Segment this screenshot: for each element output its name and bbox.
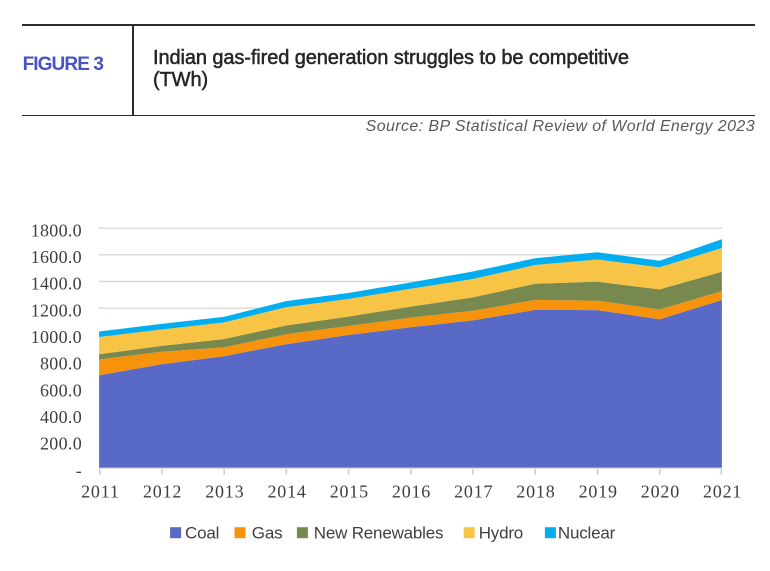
svg-text:1400.0: 1400.0 (31, 274, 82, 294)
svg-text:Nuclear: Nuclear (558, 524, 616, 543)
svg-text:2013: 2013 (205, 482, 244, 502)
svg-text:200.0: 200.0 (40, 434, 82, 454)
svg-text:1800.0: 1800.0 (31, 220, 82, 240)
svg-text:1600.0: 1600.0 (31, 247, 82, 267)
svg-text:2012: 2012 (143, 482, 182, 502)
svg-text:-: - (76, 460, 82, 480)
svg-text:2017: 2017 (454, 482, 493, 502)
svg-text:2018: 2018 (516, 482, 555, 502)
svg-text:400.0: 400.0 (40, 407, 82, 427)
svg-text:1000.0: 1000.0 (31, 327, 82, 347)
svg-text:2011: 2011 (81, 482, 120, 502)
svg-text:2016: 2016 (392, 482, 431, 502)
svg-text:Gas: Gas (252, 524, 283, 543)
svg-text:Hydro: Hydro (479, 524, 523, 543)
svg-text:Coal: Coal (185, 524, 219, 543)
svg-text:2015: 2015 (330, 482, 369, 502)
svg-text:2020: 2020 (641, 482, 680, 502)
svg-text:New Renewables: New Renewables (314, 524, 444, 543)
svg-text:800.0: 800.0 (40, 354, 82, 374)
svg-text:2021: 2021 (703, 482, 742, 502)
svg-text:600.0: 600.0 (40, 380, 82, 400)
svg-text:2019: 2019 (579, 482, 618, 502)
svg-text:1200.0: 1200.0 (31, 300, 82, 320)
svg-text:2014: 2014 (267, 482, 306, 502)
